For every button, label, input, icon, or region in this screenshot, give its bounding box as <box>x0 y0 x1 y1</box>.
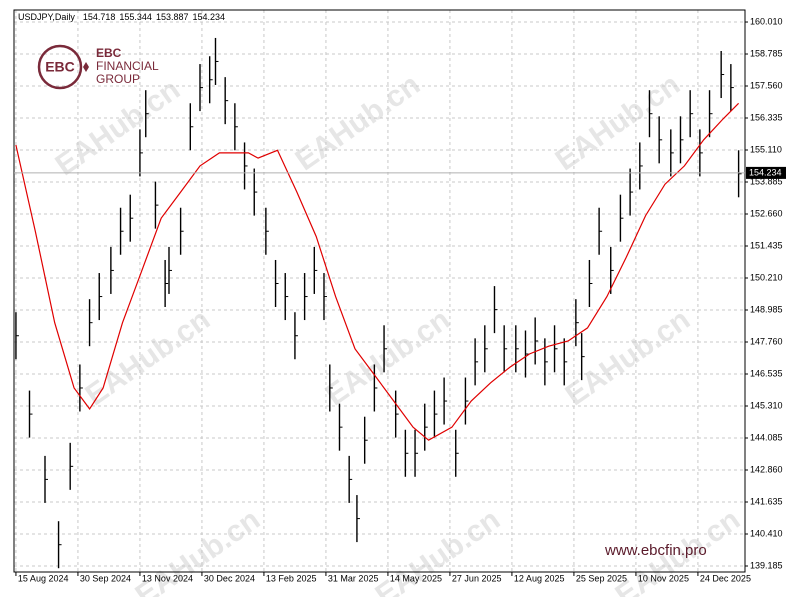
grid <box>14 10 745 572</box>
x-tick-label: 10 Nov 2025 <box>638 573 689 583</box>
y-tick-label: 153.885 <box>750 176 783 186</box>
x-tick-label: 30 Dec 2024 <box>204 573 255 583</box>
y-tick-label: 155.110 <box>750 144 782 154</box>
y-tick-label: 140.410 <box>750 528 783 538</box>
x-tick-label: 25 Sep 2025 <box>576 573 627 583</box>
y-tick-label: 158.785 <box>750 48 783 58</box>
y-tick-label: 151.435 <box>750 240 783 250</box>
moving-average <box>15 102 740 441</box>
y-tick-label: 145.310 <box>750 400 783 410</box>
y-tick-label: 160.010 <box>750 16 783 26</box>
symbol: USDJPY,Daily <box>18 12 75 22</box>
logo-mark: EBC <box>45 59 75 75</box>
y-tick-label: 157.560 <box>750 80 783 90</box>
x-tick-label: 14 May 2025 <box>390 573 442 583</box>
website: www.ebcfin.pro <box>604 542 707 559</box>
x-tick-label: 13 Nov 2024 <box>142 573 193 583</box>
header-value: 155.344 <box>119 12 152 22</box>
plot <box>15 37 742 569</box>
header: USDJPY,Daily 154.718 155.344 153.887 154.234 <box>18 12 225 22</box>
logo-text: FINANCIAL <box>96 59 159 73</box>
y-tick-label: 147.760 <box>750 336 783 346</box>
logo: EBC EBC FINANCIAL GROUP <box>37 44 159 90</box>
header-value: 153.887 <box>156 12 189 22</box>
x-tick-label: 30 Sep 2024 <box>80 573 131 583</box>
header-value: 154.718 <box>83 12 116 22</box>
y-tick-label: 141.635 <box>750 496 783 506</box>
y-tick-label: 150.210 <box>750 272 783 282</box>
x-tick-label: 15 Aug 2024 <box>18 573 69 583</box>
y-tick-label: 146.535 <box>750 368 783 378</box>
y-tick-label: 152.660 <box>750 208 783 218</box>
y-tick-label: 142.860 <box>750 464 783 474</box>
y-tick-label: 148.985 <box>750 304 783 314</box>
logo-text: EBC <box>96 46 122 60</box>
header-value: 154.234 <box>193 12 226 22</box>
price-label: 154.234 <box>749 167 782 177</box>
logo-ring <box>37 44 83 90</box>
x-tick-label: 27 Jun 2025 <box>452 573 502 583</box>
logo-text: GROUP <box>96 72 140 86</box>
y-tick-label: 139.185 <box>750 560 783 570</box>
x-tick-label: 24 Dec 2025 <box>700 573 751 583</box>
x-tick-label: 12 Aug 2025 <box>514 573 565 583</box>
price-box <box>746 166 786 179</box>
x-tick-label: 31 Mar 2025 <box>328 573 379 583</box>
y-tick-label: 144.085 <box>750 432 783 442</box>
y-tick-label: 156.335 <box>750 112 783 122</box>
logo-diamond <box>83 62 89 72</box>
x-tick-label: 13 Feb 2025 <box>266 573 317 583</box>
plot-frame <box>13 9 746 573</box>
